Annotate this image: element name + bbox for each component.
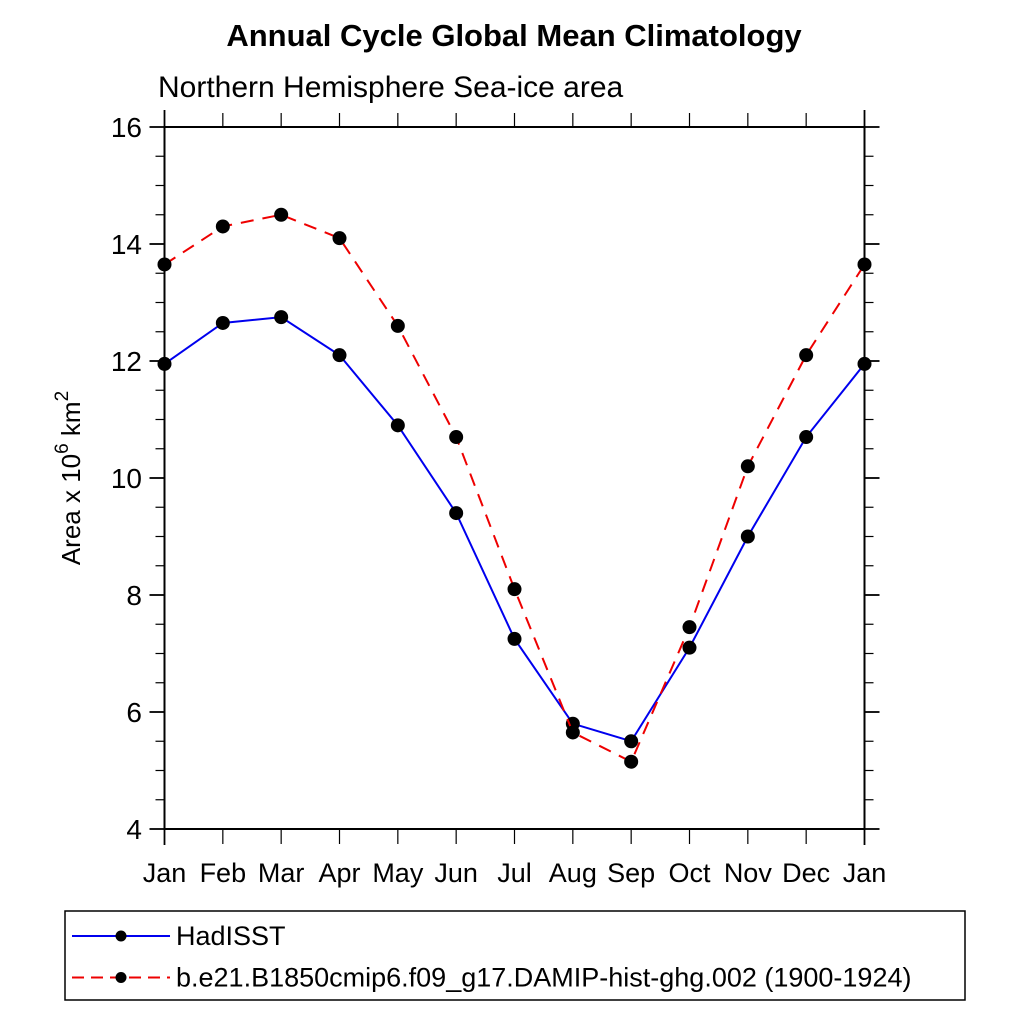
legend-border (64, 910, 966, 1001)
data-point (274, 207, 289, 222)
month-label: Jul (497, 858, 532, 888)
data-point (274, 310, 289, 325)
legend-marker-dot (115, 930, 127, 942)
series-line-1 (163, 213, 866, 764)
month-label: Sep (607, 858, 655, 888)
month-label: May (372, 858, 424, 888)
data-point (682, 640, 697, 655)
data-point (682, 620, 697, 635)
month-label: Nov (724, 858, 773, 888)
data-point (507, 582, 522, 597)
data-series (157, 207, 872, 769)
legend-row-model: b.e21.B1850cmip6.f09_g17.DAMIP-hist-ghg.… (72, 963, 911, 993)
month-label: Dec (782, 858, 830, 888)
month-label: Aug (549, 858, 597, 888)
data-point (799, 348, 814, 363)
data-point (390, 418, 405, 433)
y-tick-label: 4 (126, 814, 142, 845)
y-axis-title: Area x 106 km2 (52, 391, 86, 565)
y-tick-label: 16 (111, 112, 142, 143)
x-axis-month-labels: Jan Feb Mar Apr May Jun Jul Aug Sep Oct Nov Dec Jan (143, 858, 887, 888)
data-point (390, 318, 405, 333)
legend: HadISST b.e21.B1850cmip6.f09_g17.DAMIP-h… (64, 910, 966, 1001)
month-label: Jan (843, 858, 887, 888)
data-point (624, 754, 639, 769)
legend-row-hadisst: HadISST (72, 921, 286, 951)
plot-area-border (163, 126, 866, 830)
data-point (215, 315, 230, 330)
data-point (740, 529, 755, 544)
month-label: Apr (318, 858, 360, 888)
data-point (624, 734, 639, 749)
y-tick-label: 14 (111, 229, 142, 260)
y-tick-label: 8 (126, 580, 142, 611)
data-point (332, 348, 347, 363)
y-tick-label: 10 (111, 463, 142, 494)
legend-label-model: b.e21.B1850cmip6.f09_g17.DAMIP-hist-ghg.… (176, 963, 911, 993)
data-point (449, 430, 464, 445)
y-axis-tick-labels: 4 6 8 10 12 14 16 (111, 112, 142, 845)
chart-subtitle: Northern Hemisphere Sea-ice area (158, 71, 624, 104)
data-point (332, 231, 347, 246)
data-point (157, 356, 172, 371)
legend-label-hadisst: HadISST (176, 921, 286, 951)
data-point (799, 430, 814, 445)
month-label: Jun (434, 858, 478, 888)
data-point (857, 257, 872, 272)
month-label: Feb (200, 858, 247, 888)
data-point (449, 506, 464, 521)
data-point (565, 725, 580, 740)
chart-title: Annual Cycle Global Mean Climatology (226, 18, 802, 53)
data-point (507, 631, 522, 646)
month-label: Jan (143, 858, 187, 888)
data-point (740, 459, 755, 474)
data-point (215, 219, 230, 234)
y-tick-label: 6 (126, 697, 142, 728)
axis-ticks (149, 110, 880, 845)
month-label: Mar (258, 858, 305, 888)
data-point (157, 257, 172, 272)
legend-marker-dot (115, 972, 127, 983)
y-tick-label: 12 (111, 346, 142, 377)
data-point (857, 356, 872, 371)
month-label: Oct (668, 858, 711, 888)
series-line-0 (163, 316, 866, 743)
